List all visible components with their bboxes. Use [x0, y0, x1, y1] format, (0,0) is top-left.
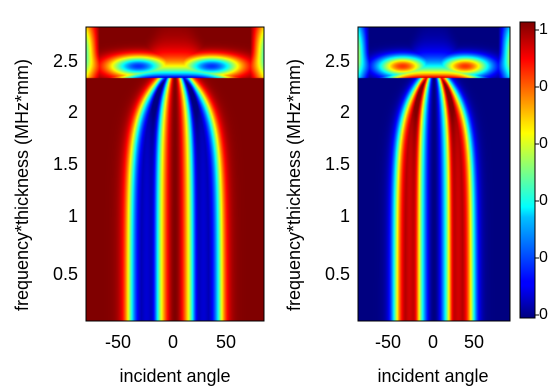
right-xtick-label: -50	[375, 332, 401, 352]
colorbar-gradient	[520, 22, 535, 318]
colorbar-tick-label: 0	[539, 249, 548, 266]
right-ytick-label: 2.5	[325, 51, 350, 71]
right-xtick-label: 0	[428, 332, 438, 352]
colorbar-tick-label: 0	[539, 135, 548, 152]
left-ytick-label: 1.5	[53, 154, 78, 174]
left-xtick-label: -50	[105, 332, 131, 352]
right-ytick-labels: 0.5 1 1.5 2 2.5	[325, 51, 350, 284]
right-y-axis-label: frequency*thickness (MHz*mm)	[284, 59, 304, 311]
right-heatmap-image	[358, 27, 510, 321]
colorbar-tick-label: 1	[539, 21, 548, 38]
left-xtick-label: 50	[216, 332, 236, 352]
left-panel: 0.5 1 1.5 2 2.5 -50 0 50 incident angle …	[12, 26, 265, 386]
left-xtick-label: 0	[168, 332, 178, 352]
colorbar-ticks	[535, 29, 539, 316]
right-heatmap	[358, 27, 510, 321]
right-ytick-label: 1	[340, 206, 350, 226]
right-ytick-label: 2	[340, 102, 350, 122]
right-xtick-labels: -50 0 50	[375, 332, 484, 352]
left-ytick-label: 1	[68, 206, 78, 226]
right-ytick-label: 1.5	[325, 154, 350, 174]
left-xtick-labels: -50 0 50	[105, 332, 236, 352]
colorbar-frame	[519, 21, 536, 319]
colorbar-tick-labels: 1 0 0 0 0 0	[539, 21, 548, 323]
colorbar-tick-label: 0	[539, 306, 548, 323]
right-axes-frame	[357, 26, 511, 322]
left-ytick-label: 0.5	[53, 264, 78, 284]
right-x-axis-label: incident angle	[377, 366, 488, 386]
colorbar-tick-label: 0	[539, 192, 548, 209]
colorbar-tick-label: 0	[539, 78, 548, 95]
left-x-axis-label: incident angle	[119, 366, 230, 386]
left-ytick-label: 2	[68, 102, 78, 122]
right-ytick-label: 0.5	[325, 264, 350, 284]
left-axes-frame	[85, 26, 265, 322]
right-panel: 0.5 1 1.5 2 2.5 -50 0 50 incident angle …	[284, 26, 511, 386]
left-heatmap	[86, 27, 264, 321]
left-ytick-labels: 0.5 1 1.5 2 2.5	[53, 51, 78, 284]
left-ytick-label: 2.5	[53, 51, 78, 71]
right-xtick-label: 50	[464, 332, 484, 352]
colorbar: 1 0 0 0 0 0	[519, 21, 548, 323]
left-y-axis-label: frequency*thickness (MHz*mm)	[12, 59, 32, 311]
left-heatmap-image	[86, 27, 264, 321]
